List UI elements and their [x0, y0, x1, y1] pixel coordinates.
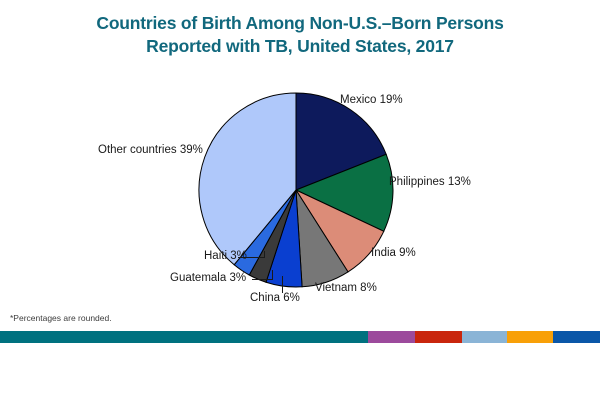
leader-line-guatemala-tick	[272, 270, 273, 280]
pie-slice-philippines	[294, 153, 394, 232]
slice-label-india: India 9%	[371, 247, 416, 259]
pie-slice-mexico	[295, 92, 387, 191]
leader-line-haiti	[238, 257, 264, 258]
page-title: Countries of Birth Among Non-U.S.–Born P…	[0, 12, 600, 58]
slice-label-china: China 6%	[250, 292, 300, 304]
page-title-line-1: Countries of Birth Among Non-U.S.–Born P…	[96, 13, 504, 33]
slice-label-mexico: Mexico 19%	[340, 94, 403, 106]
slice-label-haiti: Haiti 3%	[204, 250, 247, 262]
color-bar-segment-teal	[0, 331, 368, 343]
color-bar-segment-blue	[553, 331, 600, 343]
pie-slices	[198, 92, 394, 288]
slice-label-philippines: Philippines 13%	[389, 176, 471, 188]
footnote: *Percentages are rounded.	[10, 313, 112, 323]
bottom-color-bar	[0, 331, 600, 343]
bottom-whitespace	[0, 343, 600, 400]
color-bar-segment-red	[415, 331, 462, 343]
page-title-line-2: Reported with TB, United States, 2017	[146, 36, 454, 56]
leader-line-china	[282, 276, 283, 293]
slice-label-vietnam: Vietnam 8%	[315, 282, 377, 294]
pie-chart: Mexico 19% Philippines 13% India 9% Viet…	[0, 78, 600, 304]
pie-slice-other-countries	[198, 92, 297, 266]
slice-label-other: Other countries 39%	[98, 144, 203, 156]
pie-chart-svg	[198, 92, 394, 288]
slice-label-guatemala: Guatemala 3%	[170, 272, 247, 284]
color-bar-segment-orange	[507, 331, 553, 343]
color-bar-segment-purple	[368, 331, 415, 343]
leader-line-guatemala	[252, 279, 272, 280]
leader-line-haiti-tick	[264, 251, 265, 258]
color-bar-segment-light-blue	[462, 331, 507, 343]
